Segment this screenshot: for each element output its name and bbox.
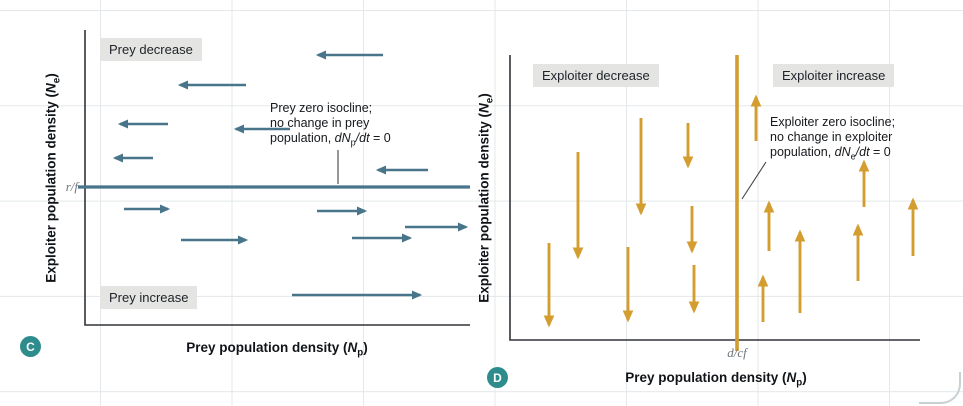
label-text: no change in exploiter xyxy=(770,130,893,144)
math-subscript: p xyxy=(357,347,364,359)
math-variable: N xyxy=(347,340,358,355)
math-variable: /dt xyxy=(355,131,370,145)
math-subscript: e xyxy=(484,97,496,104)
panel-c-x-axis-label: Prey population density (Np) xyxy=(186,340,367,359)
label-text: population, xyxy=(270,131,335,145)
label-text: Prey population density ( xyxy=(625,370,787,385)
math-variable: /dt xyxy=(855,145,870,159)
math-subscript: e xyxy=(850,151,856,162)
region-label-exploiter-increase: Exploiter increase xyxy=(773,64,895,87)
math-variable: dN xyxy=(334,131,351,145)
panel-d-badge: D xyxy=(487,367,508,388)
panel-d-axes xyxy=(509,55,920,341)
label-text: ) xyxy=(476,93,492,98)
region-label-prey-decrease: Prey decrease xyxy=(100,38,202,61)
panel-d-x-axis-label: Prey population density (Np) xyxy=(625,370,806,389)
math-subscript: e xyxy=(51,77,63,84)
label-text: ) xyxy=(43,73,59,78)
isocline-value-rf: r/f xyxy=(65,179,78,194)
math-variable: dN xyxy=(834,145,851,159)
annotation-line: Exploiter zero isocline; xyxy=(770,115,895,130)
exploiter-flow-arrows xyxy=(543,94,919,328)
math-subscript: p xyxy=(796,377,803,389)
region-label-exploiter-decrease: Exploiter decrease xyxy=(533,64,659,87)
label-text: = 0 xyxy=(869,145,891,159)
panel-d-annotation: Exploiter zero isocline; no change in ex… xyxy=(770,115,895,162)
annotation-line: population, dNe/dt = 0 xyxy=(770,145,895,162)
label-text: Exploiter zero isocline; xyxy=(770,115,896,129)
panel-c-y-axis-label: Exploiter population density (Ne) xyxy=(44,73,63,282)
prey-flow-arrows xyxy=(112,50,469,300)
page-corner-decoration xyxy=(919,372,961,404)
math-variable: N xyxy=(476,103,492,113)
panel-c-annotation: Prey zero isocline; no change in prey po… xyxy=(270,101,391,148)
label-text: ) xyxy=(363,340,368,355)
label-text: = 0 xyxy=(369,131,391,145)
region-label-prey-increase: Prey increase xyxy=(100,286,198,309)
label-text: Prey population density ( xyxy=(186,340,348,355)
panel-d-y-axis-label: Exploiter population density (Ne) xyxy=(477,93,496,302)
label-text: Prey zero isocline; xyxy=(270,101,373,115)
label-text: no change in prey xyxy=(270,116,370,130)
panel-c-badge: C xyxy=(20,336,41,357)
math-variable: N xyxy=(786,370,797,385)
label-text: population, xyxy=(770,145,835,159)
isocline-value-dcf: d/cf xyxy=(727,345,747,360)
label-text: Exploiter population density ( xyxy=(43,92,59,283)
annotation-line: population, dNp/dt = 0 xyxy=(270,131,391,148)
panel-c-axes xyxy=(84,30,470,326)
math-variable: N xyxy=(43,83,59,93)
label-text: ) xyxy=(802,370,807,385)
label-text: Exploiter population density ( xyxy=(476,112,492,303)
math-subscript: p xyxy=(350,137,356,148)
panel-d-annotation-pointer xyxy=(741,161,767,200)
annotation-line: no change in prey xyxy=(270,116,391,131)
annotation-line: Prey zero isocline; xyxy=(270,101,391,116)
annotation-line: no change in exploiter xyxy=(770,130,895,145)
